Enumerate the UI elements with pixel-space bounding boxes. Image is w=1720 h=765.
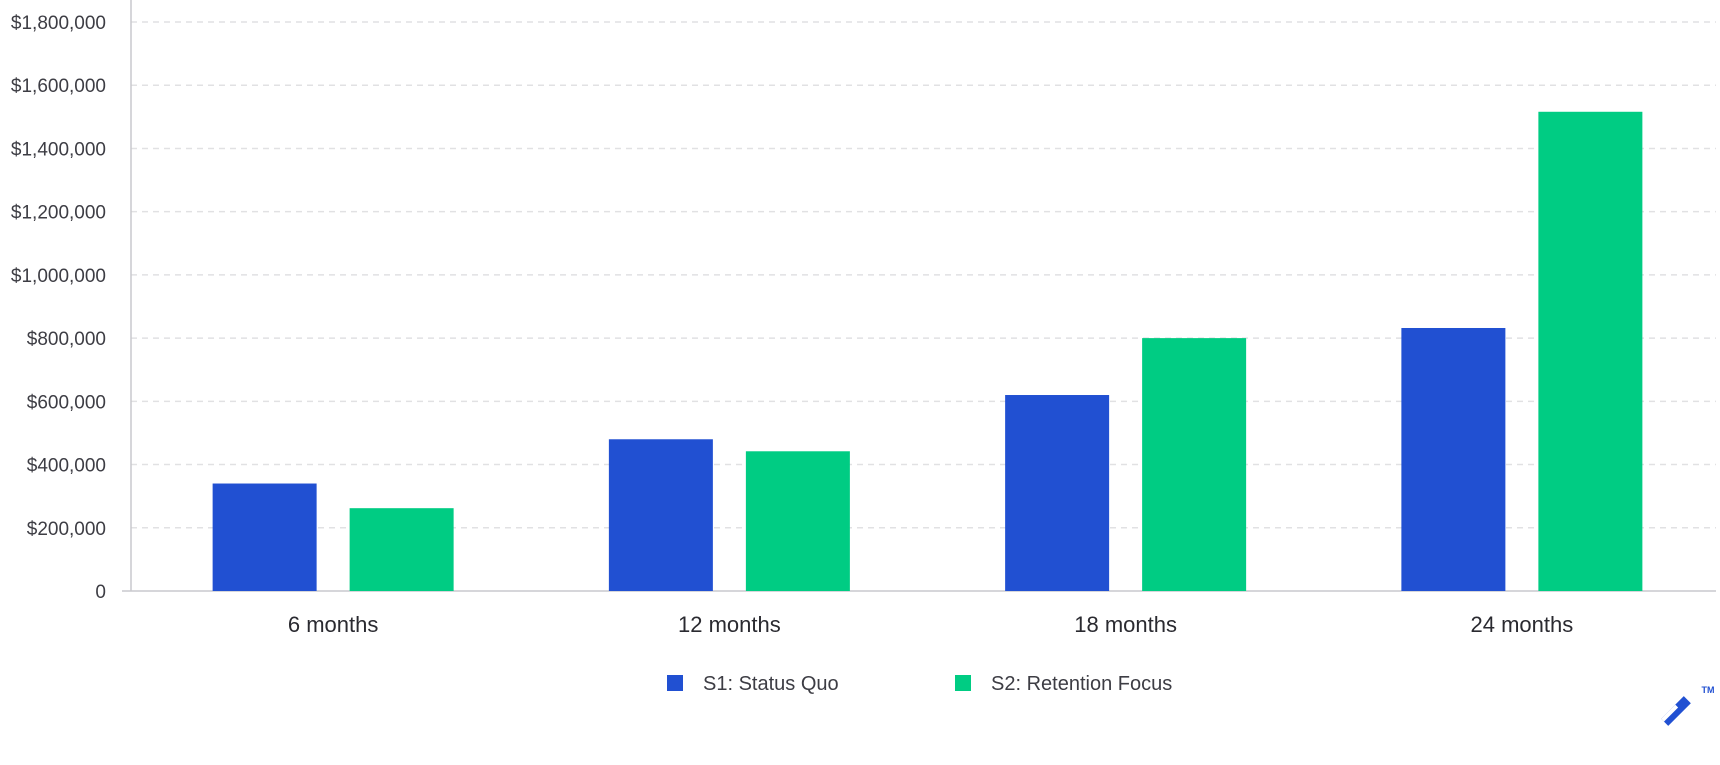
legend-swatch [955, 675, 971, 691]
x-tick-label: 12 months [678, 612, 781, 637]
x-tick-label: 6 months [288, 612, 379, 637]
y-tick-label: $1,400,000 [11, 139, 106, 160]
x-axis-labels: 6 months 12 months 18 months 24 months [288, 612, 1573, 637]
bar-s1-24-months [1401, 327, 1506, 591]
bar-s1-12-months [608, 439, 713, 591]
y-tick-label: $1,200,000 [11, 203, 106, 224]
grid-lines [131, 21, 1716, 529]
bar-s2-24-months [1538, 111, 1643, 591]
y-tick-label: $200,000 [27, 519, 106, 540]
y-tick-label: 0 [95, 582, 106, 603]
y-tick-label: $1,800,000 [11, 13, 106, 34]
x-tick-label: 24 months [1471, 612, 1574, 637]
bar-s2-6-months [349, 508, 454, 591]
y-tick-label: $400,000 [27, 456, 106, 477]
brand-logo: TM [1661, 685, 1715, 726]
y-tick-label: $800,000 [27, 329, 106, 350]
y-axis-ticks: 0 $200,000 $400,000 $600,000 $800,000 $1,000,… [11, 13, 106, 603]
x-tick-label: 18 months [1074, 612, 1177, 637]
y-tick-label: $1,600,000 [11, 76, 106, 97]
bars [212, 111, 1643, 591]
legend-swatch [667, 675, 683, 691]
y-tick-label: $1,000,000 [11, 266, 106, 287]
bar-s2-18-months [1142, 338, 1247, 591]
y-tick-label: $600,000 [27, 392, 106, 413]
trademark-label: TM [1702, 685, 1715, 695]
bar-s2-12-months [745, 451, 850, 591]
toptal-logo-icon [1661, 696, 1691, 726]
legend: S1: Status Quo S2: Retention Focus [667, 673, 1172, 695]
bar-s1-6-months [212, 483, 317, 591]
legend-label: S2: Retention Focus [991, 673, 1172, 695]
legend-label: S1: Status Quo [703, 673, 839, 695]
bar-s1-18-months [1005, 395, 1110, 591]
